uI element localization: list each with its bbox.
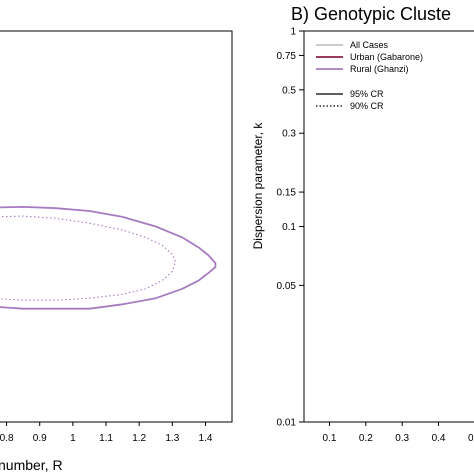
panel-a-x-tick-label-3: 1.1 (99, 433, 113, 444)
panel-b-y-tick-label-7: 0.01 (277, 418, 297, 429)
panel-b-x-tick-label-4: 0.5 (468, 433, 474, 444)
panel-b-x-tick-label-3: 0.4 (432, 433, 446, 444)
panel-b-y-tick-label-0: 1 (290, 27, 296, 38)
panel-a-x-tick-label-6: 1.4 (199, 433, 213, 444)
panel-a-x-axis-label: number, R (0, 457, 63, 473)
panel-b-x-tick-label-0: 0.1 (323, 433, 337, 444)
legend-label-95cr: 95% CR (350, 89, 384, 99)
panel-b-y-tick-label-2: 0.5 (282, 85, 296, 96)
panel-a-plot-frame (0, 30, 233, 423)
panel-b: B) Genotypic Cluste Dispersion parameter… (251, 4, 474, 444)
legend-label-rural: Rural (Ghanzi) (350, 64, 409, 74)
panel-a-series-0-95cr (0, 205, 217, 310)
panel-a-x-tick-label-0: 0.8 (0, 433, 14, 444)
panel-b-y-tick-label-6: 0.05 (277, 281, 297, 292)
panel-b-x-tick-label-1: 0.2 (359, 433, 373, 444)
panel-a-x-tick-label-1: 0.9 (33, 433, 47, 444)
panel-b-y-axis-label: Dispersion parameter, k (251, 122, 265, 250)
panel-b-y-tick-label-4: 0.15 (277, 188, 297, 199)
legend-label-90cr: 90% CR (350, 101, 384, 111)
legend: All Cases Urban (Gabarone) Rural (Ghanzi… (316, 40, 423, 111)
panel-a-x-tick-label-5: 1.3 (165, 433, 179, 444)
panel-a-series-1-90cr (0, 215, 177, 301)
panel-a: 0.8 0.9 1 1.1 1.2 1.3 1.4 number, R (0, 30, 233, 473)
legend-label-all-cases: All Cases (350, 40, 389, 50)
legend-label-urban: Urban (Gabarone) (350, 52, 423, 62)
panel-b-plot-frame (303, 30, 474, 423)
panel-b-x-tick-label-2: 0.3 (395, 433, 409, 444)
panel-a-x-tick-label-2: 1 (70, 433, 76, 444)
panel-a-x-tick-label-4: 1.2 (132, 433, 146, 444)
panel-b-y-tick-label-5: 0.1 (282, 222, 296, 233)
panel-b-y-tick-label-3: 0.3 (282, 129, 296, 140)
panel-b-title: B) Genotypic Cluste (291, 4, 451, 24)
panel-b-y-tick-label-1: 0.75 (277, 51, 297, 62)
